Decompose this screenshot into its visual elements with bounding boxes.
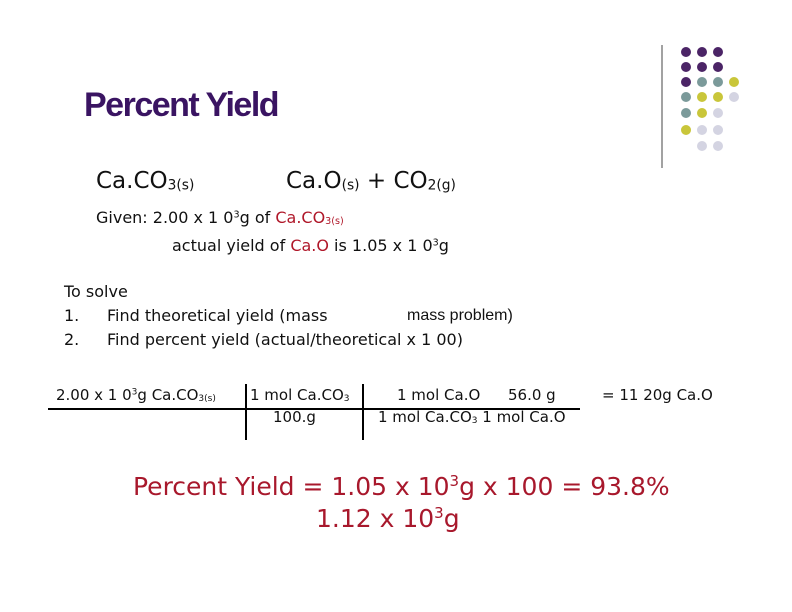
subscript: 2(g)	[427, 177, 456, 194]
text: 1 mol Ca.O	[477, 408, 566, 426]
calc-start: 2.00 x 1 03g Ca.CO3(s)	[56, 386, 216, 404]
step-number: 2.	[64, 330, 80, 349]
text: 1 mol Ca.CO	[378, 408, 472, 426]
exponent: 3	[432, 237, 439, 249]
factor-numerator: 1 mol Ca.O	[397, 386, 481, 404]
exponent: 3	[434, 504, 444, 522]
text: actual yield of	[172, 236, 291, 255]
percent-yield-denominator: 1.12 x 103g	[316, 504, 460, 533]
text: 1 mol Ca.CO	[250, 386, 344, 404]
products: Ca.O(s) + CO2(g)	[286, 170, 456, 193]
step-number: 1.	[64, 306, 80, 325]
text: g	[438, 236, 449, 255]
title: Percent Yield	[84, 86, 280, 124]
text: g x 100 = 93.8%	[459, 472, 670, 501]
given-line: Given: 2.00 x 1 03g of Ca.CO3(s)	[96, 208, 344, 227]
subscript: 3	[343, 393, 350, 404]
calc-result: = 11 20g Ca.O	[602, 386, 713, 404]
exponent: 3	[233, 209, 240, 221]
factor-denominator: 100.g	[273, 408, 316, 426]
exponent: 3	[131, 387, 138, 398]
step-text: Find percent yield (actual/theoretical x…	[107, 330, 463, 349]
step-text: Find theoretical yield (mass	[107, 306, 328, 325]
formula: Ca.CO	[275, 208, 326, 227]
formula: Ca.O	[290, 236, 329, 255]
text: g Ca.CO	[137, 386, 199, 404]
step-text: mass problem)	[407, 307, 513, 324]
subscript: 3(s)	[325, 215, 344, 227]
text: g	[443, 504, 460, 533]
dot-grid	[681, 47, 739, 151]
subscript: 3	[471, 415, 478, 426]
column-divider	[362, 384, 364, 440]
factor-numerator: 56.0 g	[508, 386, 556, 404]
formula: Ca.O	[286, 168, 342, 194]
factor-numerator: 1 mol Ca.CO3	[250, 386, 350, 404]
reactant: Ca.CO3(s)	[96, 170, 194, 193]
fraction-bar	[48, 408, 580, 410]
percent-yield: Percent Yield = 1.05 x 103g x 100 = 93.8…	[133, 472, 670, 501]
formula: + CO	[366, 168, 428, 194]
text: g of	[239, 208, 276, 227]
formula: Ca.CO	[96, 168, 168, 194]
given-line: actual yield of Ca.O is 1.05 x 1 03g	[172, 238, 449, 254]
text: Given: 2.00 x 1 0	[96, 208, 234, 227]
text: 2.00 x 1 0	[56, 386, 132, 404]
subscript: (s)	[341, 177, 360, 194]
text: Percent Yield = 1.05 x 10	[133, 472, 450, 501]
subscript: 3(s)	[167, 177, 195, 194]
solve-heading: To solve	[64, 282, 128, 301]
subscript: 3(s)	[198, 393, 216, 404]
exponent: 3	[449, 472, 460, 490]
factor-denominator: 1 mol Ca.CO3 1 mol Ca.O	[378, 408, 566, 426]
column-divider	[245, 384, 247, 440]
text: 1.12 x 10	[316, 504, 435, 533]
text: is 1.05 x 1 0	[328, 236, 433, 255]
